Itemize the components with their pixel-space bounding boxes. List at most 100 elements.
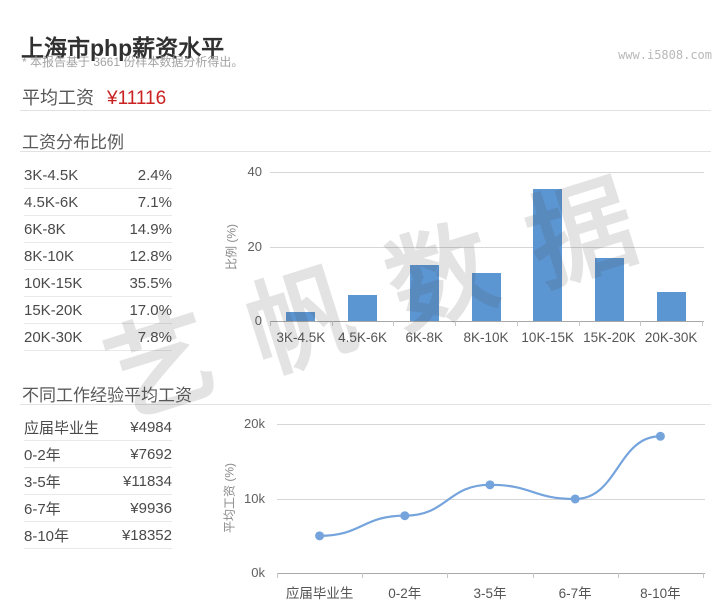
table-row: 10K-15K 35.5%	[24, 270, 172, 297]
row-label: 0-2年	[24, 446, 61, 464]
bar-chart-x-tick: 8K-10K	[463, 330, 509, 345]
bar-chart-x-tick: 10K-15K	[521, 330, 574, 345]
line-data-point	[570, 494, 580, 504]
table-row: 8K-10K 12.8%	[24, 243, 172, 270]
bar-chart-tick-mark	[578, 321, 580, 326]
experience-table: 应届毕业生 ¥4984 0-2年 ¥7692 3-5年 ¥11834 6-7年 ¥9936 8-…	[24, 414, 172, 549]
divider	[20, 110, 711, 111]
bar-chart-x-axis	[270, 321, 704, 322]
bar-chart-tick-mark	[393, 321, 395, 326]
line-chart-y-axis-title: 平均工资 (%)	[222, 463, 237, 533]
divider	[20, 404, 711, 405]
row-value: 2.4%	[137, 166, 172, 184]
line-data-point	[485, 480, 495, 490]
bar-chart-x-tick: 6K-8K	[405, 330, 444, 345]
line-chart-x-tick: 应届毕业生	[285, 586, 354, 601]
row-value: ¥4984	[130, 418, 172, 436]
average-salary-value: ¥11116	[107, 88, 167, 109]
bar	[409, 265, 439, 321]
line-chart-x-tick: 0-2年	[388, 586, 422, 601]
row-value: ¥9936	[130, 499, 172, 517]
table-row: 3K-4.5K 2.4%	[24, 162, 172, 189]
line-chart-tick-mark	[362, 573, 364, 578]
distribution-table: 3K-4.5K 2.4% 4.5K-6K 7.1% 6K-8K 14.9% 8K-10K 12…	[24, 162, 172, 351]
row-label: 3-5年	[24, 473, 61, 491]
table-row: 0-2年 ¥7692	[24, 441, 172, 468]
row-label: 3K-4.5K	[24, 166, 79, 184]
bar-chart-y-tick: 40	[247, 164, 262, 179]
bar-chart-tick-mark	[640, 321, 642, 326]
bar-chart-y-tick: 20	[247, 238, 262, 254]
bar-chart-tick-mark	[516, 321, 518, 326]
line-chart-x-tick: 3-5年	[473, 586, 507, 601]
section-title-distribution: 工资分布比例	[22, 133, 124, 152]
table-row: 4.5K-6K 7.1%	[24, 189, 172, 216]
bar-chart-tick-mark	[331, 321, 333, 326]
table-row: 20K-30K 7.8%	[24, 324, 172, 351]
average-salary-label: 平均工资	[22, 88, 94, 108]
divider	[20, 151, 711, 152]
row-label: 应届毕业生	[24, 419, 100, 437]
bar	[471, 273, 501, 321]
line-chart-y-tick: 0k	[251, 565, 265, 580]
table-row: 6-7年 ¥9936	[24, 495, 172, 522]
row-value: 14.9%	[129, 220, 172, 238]
table-row: 8-10年 ¥18352	[24, 522, 172, 549]
row-label: 8K-10K	[24, 247, 75, 265]
line-chart-y-tick: 20k	[244, 416, 265, 431]
row-label: 10K-15K	[24, 274, 83, 292]
bar-chart-y-tick: 0	[254, 313, 262, 328]
bar-chart-gridline	[270, 246, 704, 248]
row-value: 7.8%	[137, 328, 172, 346]
row-label: 8-10年	[24, 527, 70, 545]
row-label: 4.5K-6K	[24, 193, 79, 211]
table-row: 15K-20K 17.0%	[24, 297, 172, 324]
line-data-point	[400, 511, 410, 521]
line-data-point	[315, 531, 325, 541]
line-data-point	[655, 431, 665, 441]
line-chart-y-tick: 10k	[244, 490, 265, 506]
line-chart-tick-mark	[532, 573, 534, 578]
row-value: 35.5%	[129, 274, 172, 292]
line-chart-tick-mark	[277, 573, 278, 578]
line-chart-tick-mark	[703, 573, 704, 578]
row-value: 7.1%	[137, 193, 172, 211]
bar-chart-tick-mark	[702, 321, 703, 326]
line-chart-x-tick: 8-10年	[640, 586, 681, 601]
bar	[533, 188, 563, 321]
bar	[594, 257, 624, 321]
row-label: 6-7年	[24, 500, 61, 518]
bar	[348, 294, 378, 321]
bar-chart-tick-mark	[455, 321, 457, 326]
section-title-experience: 不同工作经验平均工资	[22, 386, 192, 405]
bar-chart-tick-mark	[270, 321, 271, 326]
average-salary-row: 平均工资 ¥11116	[22, 84, 166, 110]
line-chart-gridline	[277, 424, 705, 425]
bar	[286, 312, 316, 321]
row-value: ¥7692	[130, 445, 172, 463]
bar-chart-x-tick: 15K-20K	[583, 330, 636, 345]
table-row: 6K-8K 14.9%	[24, 216, 172, 243]
line-chart-tick-mark	[447, 573, 449, 578]
line-chart-x-axis	[277, 573, 705, 574]
line-chart-tick-mark	[617, 573, 619, 578]
bar-chart-x-tick: 20K-30K	[644, 330, 698, 345]
line-chart-gridline	[277, 498, 705, 500]
sample-note: * 本报告基于 3661 份样本数据分析得出。	[22, 55, 244, 69]
row-value: ¥11834	[123, 472, 172, 490]
row-value: ¥18352	[121, 526, 172, 544]
row-label: 6K-8K	[24, 220, 66, 238]
page-title: 上海市php薪资水平	[21, 35, 225, 62]
bar-chart-gridline	[270, 172, 704, 173]
row-label: 15K-20K	[24, 301, 83, 319]
table-row: 3-5年 ¥11834	[24, 468, 172, 495]
bar-chart-x-tick: 4.5K-6K	[338, 330, 387, 345]
bar-chart-x-tick: 3K-4.5K	[276, 330, 326, 345]
line-chart-x-tick: 6-7年	[558, 586, 592, 601]
table-row: 应届毕业生 ¥4984	[24, 414, 172, 441]
row-value: 17.0%	[129, 301, 172, 319]
row-value: 12.8%	[129, 247, 172, 265]
row-label: 20K-30K	[24, 328, 83, 346]
website-url: www.i5808.com	[618, 48, 712, 62]
